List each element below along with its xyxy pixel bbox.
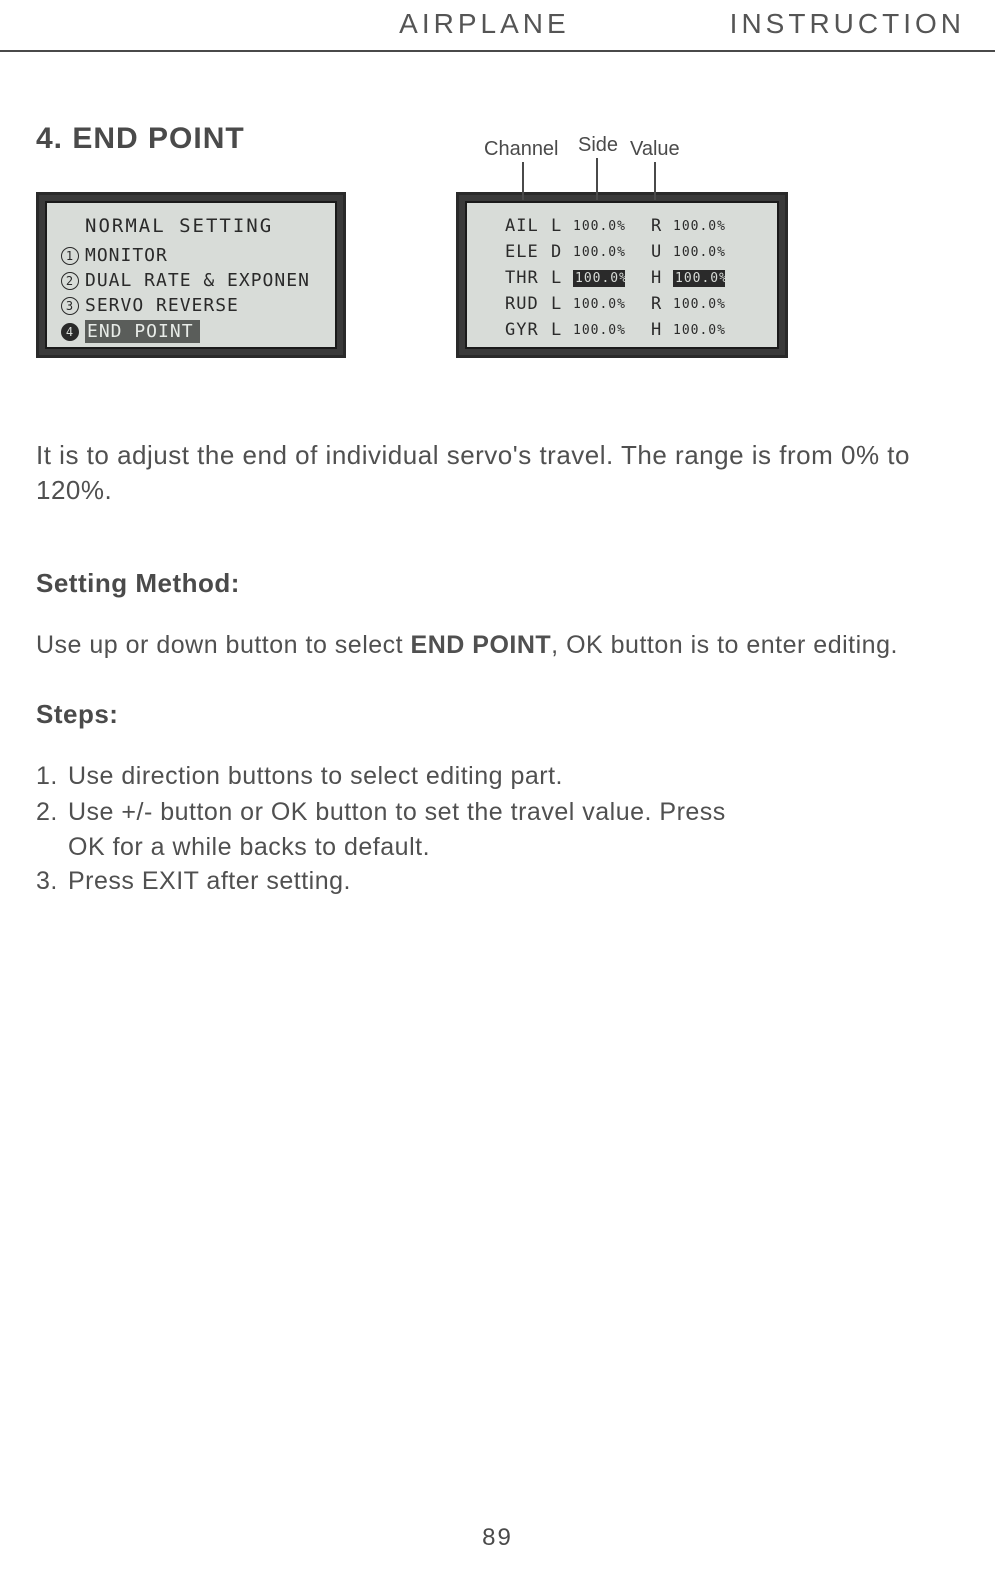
menu-item-label: SERVO REVERSE bbox=[85, 295, 239, 316]
endpoint-channel: AIL bbox=[505, 216, 551, 236]
endpoint-value: 100.0% bbox=[673, 245, 725, 260]
endpoint-side: R bbox=[651, 294, 673, 314]
step-item: 1.Use direction buttons to select editin… bbox=[36, 760, 959, 794]
header-right: INSTRUCTION bbox=[730, 8, 965, 40]
page-number: 89 bbox=[0, 1524, 995, 1552]
endpoint-channel: RUD bbox=[505, 294, 551, 314]
setting-method-post: , OK button is to enter editing. bbox=[551, 631, 898, 659]
menu-item-label: DUAL RATE & EXPONEN bbox=[85, 270, 310, 291]
steps-heading: Steps: bbox=[36, 699, 959, 730]
header-left: AIRPLANE bbox=[399, 8, 570, 40]
endpoint-row: GYRL100.0%H100.0% bbox=[501, 317, 769, 343]
endpoint-row: THRL100.0%H100.0% bbox=[501, 265, 769, 291]
endpoint-table: AILL100.0%R100.0%ELED100.0%U100.0%THRL10… bbox=[501, 213, 769, 343]
menu-item-number: 2 bbox=[61, 272, 79, 290]
endpoint-value: 100.0% bbox=[573, 270, 625, 287]
lcd-menu-title: NORMAL SETTING bbox=[57, 213, 325, 243]
step-number: 1. bbox=[36, 760, 68, 794]
setting-method-bold: END POINT bbox=[411, 631, 552, 659]
endpoint-value: 100.0% bbox=[673, 270, 725, 287]
endpoint-channel: ELE bbox=[505, 242, 551, 262]
endpoint-value: 100.0% bbox=[673, 297, 725, 312]
intro-text: It is to adjust the end of individual se… bbox=[36, 438, 959, 508]
endpoint-side: L bbox=[551, 216, 573, 236]
endpoint-side: H bbox=[651, 268, 673, 288]
menu-item-number: 1 bbox=[61, 247, 79, 265]
setting-method-heading: Setting Method: bbox=[36, 568, 959, 599]
menu-item-number: 4 bbox=[61, 323, 79, 341]
setting-method-text: Use up or down button to select END POIN… bbox=[36, 629, 959, 663]
endpoint-side: D bbox=[551, 242, 573, 262]
endpoint-row: AILL100.0%R100.0% bbox=[501, 213, 769, 239]
endpoint-row: RUDL100.0%R100.0% bbox=[501, 291, 769, 317]
endpoint-value: 100.0% bbox=[573, 245, 625, 260]
endpoint-side: L bbox=[551, 320, 573, 340]
step-text: Use +/- button or OK button to set the t… bbox=[68, 796, 959, 830]
step-text: Press EXIT after setting. bbox=[68, 865, 959, 899]
callout-line bbox=[654, 162, 656, 200]
endpoint-value: 100.0% bbox=[573, 297, 625, 312]
endpoint-row: ELED100.0%U100.0% bbox=[501, 239, 769, 265]
step-item: 2.Use +/- button or OK button to set the… bbox=[36, 796, 959, 830]
setting-method-pre: Use up or down button to select bbox=[36, 631, 411, 659]
steps-list: 1.Use direction buttons to select editin… bbox=[36, 760, 959, 899]
step-number: 3. bbox=[36, 865, 68, 899]
menu-item: 4 END POINT bbox=[57, 318, 325, 345]
step-text: Use direction buttons to select editing … bbox=[68, 760, 959, 794]
callout-value: Value bbox=[630, 138, 680, 161]
lcd-endpoint-screen: Channel Side Value AILL100.0%R100.0%ELED… bbox=[456, 192, 788, 358]
endpoint-value: 100.0% bbox=[573, 219, 625, 234]
step-item: 3.Press EXIT after setting. bbox=[36, 865, 959, 899]
menu-item-label: END POINT bbox=[85, 320, 200, 343]
endpoint-value: 100.0% bbox=[573, 323, 625, 338]
endpoint-value: 100.0% bbox=[673, 323, 725, 338]
endpoint-side: H bbox=[651, 320, 673, 340]
endpoint-side: R bbox=[651, 216, 673, 236]
callout-line bbox=[596, 158, 598, 200]
menu-item: 1 MONITOR bbox=[57, 243, 325, 268]
step-number: 2. bbox=[36, 796, 68, 830]
endpoint-channel: GYR bbox=[505, 320, 551, 340]
callout-line bbox=[522, 162, 524, 200]
menu-item: 3 SERVO REVERSE bbox=[57, 293, 325, 318]
step-text-continuation: OK for a while backs to default. bbox=[36, 831, 959, 865]
menu-item-number: 3 bbox=[61, 297, 79, 315]
endpoint-side: U bbox=[651, 242, 673, 262]
menu-item: 2 DUAL RATE & EXPONEN bbox=[57, 268, 325, 293]
callout-channel: Channel bbox=[484, 138, 559, 161]
endpoint-channel: THR bbox=[505, 268, 551, 288]
page-header: AIRPLANE INSTRUCTION bbox=[0, 0, 995, 52]
endpoint-value: 100.0% bbox=[673, 219, 725, 234]
endpoint-side: L bbox=[551, 268, 573, 288]
callout-side: Side bbox=[578, 134, 618, 157]
lcd-menu-screen: NORMAL SETTING 1 MONITOR 2 DUAL RATE & EXPO… bbox=[36, 192, 346, 358]
menu-item-label: MONITOR bbox=[85, 245, 168, 266]
lcd-menu-list: 1 MONITOR 2 DUAL RATE & EXPONEN 3 SERVO REVER… bbox=[57, 243, 325, 345]
endpoint-side: L bbox=[551, 294, 573, 314]
